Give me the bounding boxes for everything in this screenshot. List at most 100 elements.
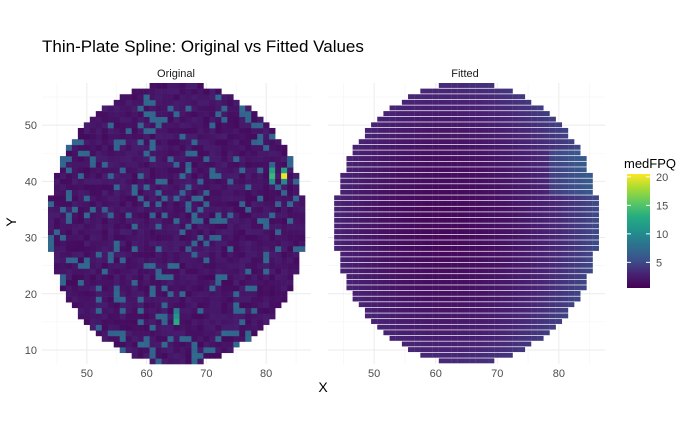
heatmap-cell <box>420 133 427 139</box>
x-tick-label: 80 <box>260 368 272 380</box>
heatmap-cell <box>371 122 378 128</box>
heatmap-cell <box>500 330 507 336</box>
heatmap-cell <box>438 229 446 235</box>
y-tick-label: 10 <box>25 345 37 357</box>
heatmap-cell <box>444 144 452 150</box>
heatmap-cell <box>340 217 347 223</box>
heatmap-cell <box>475 105 483 111</box>
heatmap-cell <box>451 156 458 161</box>
heatmap-cell <box>500 313 507 319</box>
heatmap-cell <box>221 296 228 303</box>
heatmap-cell <box>414 257 421 263</box>
heatmap-cell <box>334 240 341 246</box>
heatmap-cell <box>358 167 366 173</box>
heatmap-cell <box>438 307 446 313</box>
heatmap-cell <box>568 172 575 178</box>
heatmap-cell <box>275 217 282 224</box>
heatmap-cell <box>543 302 550 308</box>
heatmap-cell <box>95 274 103 280</box>
heatmap-cell <box>149 172 156 179</box>
heatmap-cell <box>494 172 501 178</box>
heatmap-cell <box>233 307 240 314</box>
heatmap-cell <box>251 240 258 247</box>
heatmap-cell <box>383 268 390 274</box>
heatmap-cell <box>155 245 162 252</box>
heatmap-cell <box>215 150 222 157</box>
heatmap-cell <box>143 324 150 331</box>
heatmap-cell <box>179 290 186 297</box>
heatmap-cell <box>488 167 495 173</box>
heatmap-cell <box>71 212 79 219</box>
heatmap-cell <box>494 296 501 302</box>
heatmap-cell <box>438 88 446 94</box>
heatmap-cell <box>408 116 415 122</box>
heatmap-cell <box>245 172 252 179</box>
heatmap-cell <box>549 167 556 173</box>
heatmap-cell <box>83 127 91 134</box>
heatmap-cell <box>143 156 150 162</box>
heatmap-cell <box>47 229 55 236</box>
heatmap-cell <box>377 212 384 218</box>
heatmap-cell <box>432 341 439 347</box>
heatmap-cell <box>574 144 581 150</box>
heatmap-cell <box>65 268 73 275</box>
heatmap-cell <box>191 167 198 174</box>
heatmap-cell <box>352 184 359 190</box>
heatmap-cell <box>481 83 489 88</box>
heatmap-cell <box>457 195 464 201</box>
heatmap-cell <box>137 156 144 162</box>
heatmap-cell <box>524 234 532 240</box>
heatmap-cell <box>358 195 366 201</box>
heatmap-cell <box>512 347 519 353</box>
heatmap-cell <box>346 217 353 223</box>
heatmap-cell <box>352 285 359 291</box>
heatmap-cell <box>65 217 73 224</box>
heatmap-cell <box>469 268 476 274</box>
heatmap-cell <box>438 262 446 268</box>
heatmap-cell <box>287 223 294 230</box>
heatmap-cell <box>561 212 569 218</box>
heatmap-cell <box>488 251 495 257</box>
heatmap-cell <box>494 195 501 201</box>
heatmap-cell <box>463 94 470 100</box>
heatmap-cell <box>119 133 126 140</box>
heatmap-cell <box>352 223 359 229</box>
heatmap-cell <box>239 223 246 230</box>
heatmap-cell <box>389 274 396 279</box>
heatmap-cell <box>457 352 464 358</box>
heatmap-cell <box>408 99 415 105</box>
heatmap-cell <box>83 313 91 320</box>
heatmap-cell <box>143 94 150 101</box>
heatmap-cell <box>263 139 270 146</box>
heatmap-cell <box>475 302 483 308</box>
heatmap-cell <box>494 307 501 313</box>
heatmap-cell <box>401 330 409 336</box>
heatmap-cell <box>113 156 121 162</box>
heatmap-cell <box>574 172 581 178</box>
heatmap-cell <box>457 150 464 156</box>
heatmap-cell <box>469 245 476 251</box>
heatmap-cell <box>451 347 458 353</box>
heatmap-cell <box>209 201 216 207</box>
heatmap-cell <box>469 144 476 150</box>
heatmap-cell <box>197 172 204 179</box>
heatmap-cell <box>167 139 174 146</box>
heatmap-cell <box>59 234 67 241</box>
heatmap-cell <box>561 245 569 251</box>
heatmap-cell <box>518 178 526 184</box>
heatmap-cell <box>438 251 446 257</box>
heatmap-cell <box>185 274 192 280</box>
heatmap-cell <box>287 206 294 213</box>
heatmap-cell <box>389 229 396 235</box>
heatmap-cell <box>221 229 228 236</box>
heatmap-cell <box>155 150 162 157</box>
heatmap-cell <box>95 161 103 168</box>
heatmap-cell <box>149 313 156 320</box>
heatmap-cell <box>173 285 180 292</box>
heatmap-cell <box>263 195 270 202</box>
heatmap-cell <box>215 144 222 151</box>
heatmap-cell <box>137 313 144 320</box>
heatmap-cell <box>233 290 240 297</box>
heatmap-cell <box>53 206 61 213</box>
